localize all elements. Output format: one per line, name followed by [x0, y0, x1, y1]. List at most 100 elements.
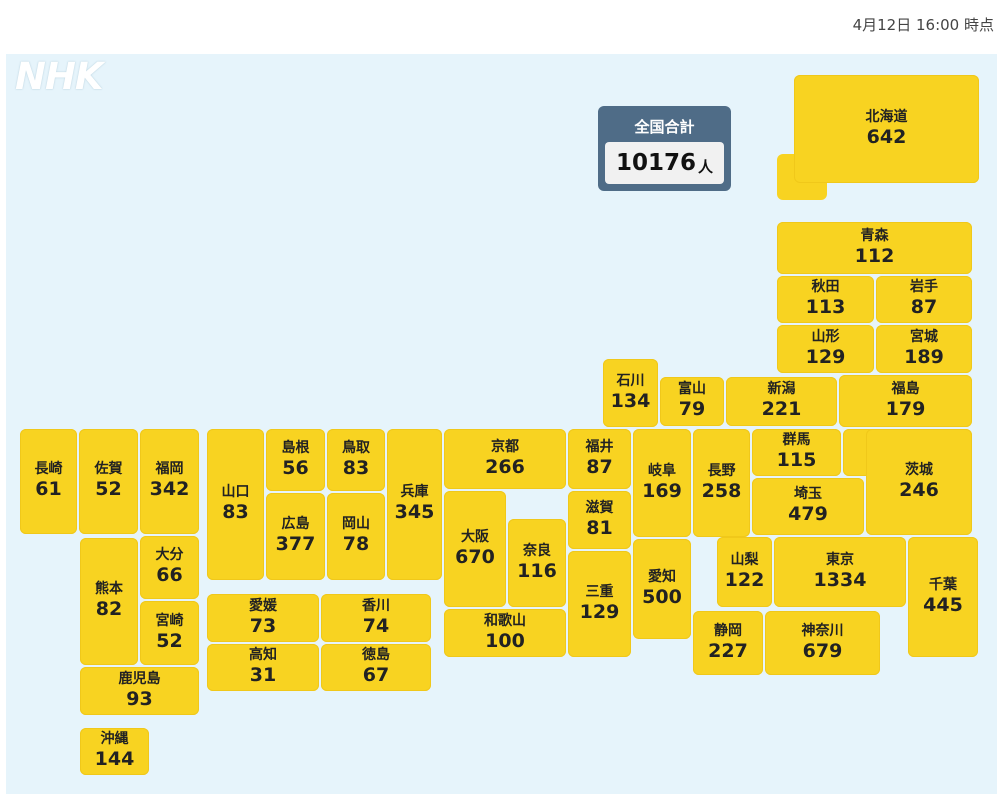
prefecture-name: 長崎 — [34, 461, 63, 478]
prefecture-count: 266 — [485, 455, 525, 478]
prefecture-akita[interactable]: 秋田 113 — [777, 276, 874, 323]
prefecture-count: 73 — [249, 614, 277, 637]
prefecture-name: 福島 — [891, 380, 920, 397]
prefecture-tottori[interactable]: 鳥取 83 — [327, 429, 385, 491]
prefecture-name: 山形 — [811, 328, 840, 345]
prefecture-name: 青森 — [860, 227, 889, 244]
prefecture-name: 静岡 — [714, 622, 742, 639]
prefecture-count: 221 — [761, 398, 802, 421]
prefecture-count: 52 — [156, 629, 183, 652]
prefecture-count: 52 — [95, 478, 122, 501]
prefecture-name: 兵庫 — [400, 484, 429, 501]
prefecture-fukushima[interactable]: 福島 179 — [839, 375, 972, 427]
prefecture-wakayama[interactable]: 和歌山 100 — [444, 609, 566, 657]
prefecture-aomori[interactable]: 青森 112 — [777, 222, 972, 274]
prefecture-nagano[interactable]: 長野 258 — [693, 429, 750, 537]
prefecture-name: 滋賀 — [585, 499, 614, 516]
prefecture-count: 670 — [455, 545, 495, 568]
prefecture-count: 1334 — [813, 568, 867, 591]
prefecture-kumamoto[interactable]: 熊本 82 — [80, 538, 138, 665]
prefecture-count: 113 — [805, 296, 846, 319]
prefecture-hokkaido[interactable]: 北海道 642 — [794, 75, 979, 183]
prefecture-count: 74 — [362, 614, 390, 637]
prefecture-nagasaki[interactable]: 長崎 61 — [20, 429, 77, 534]
prefecture-name: 群馬 — [782, 432, 811, 449]
prefecture-miyazaki[interactable]: 宮崎 52 — [140, 601, 199, 665]
prefecture-name: 佐賀 — [94, 461, 123, 478]
prefecture-count: 122 — [724, 568, 765, 591]
prefecture-okinawa[interactable]: 沖縄 144 — [80, 728, 149, 775]
prefecture-count: 81 — [586, 516, 613, 539]
prefecture-gunma[interactable]: 群馬 115 — [752, 429, 841, 476]
prefecture-iwate[interactable]: 岩手 87 — [876, 276, 972, 323]
prefecture-hiroshima[interactable]: 広島 377 — [266, 493, 325, 580]
prefecture-count: 83 — [222, 501, 249, 524]
prefecture-count: 100 — [485, 629, 525, 652]
prefecture-fukuoka[interactable]: 福岡 342 — [140, 429, 199, 534]
national-total-value-box: 10176 人 — [605, 142, 724, 184]
national-total-label: 全国合計 — [634, 118, 695, 136]
prefecture-count: 79 — [678, 398, 706, 421]
prefecture-nara[interactable]: 奈良 116 — [508, 519, 566, 607]
prefecture-count: 642 — [866, 125, 907, 148]
prefecture-count: 345 — [394, 501, 435, 524]
prefecture-count: 66 — [156, 564, 183, 587]
prefecture-shimane[interactable]: 島根 56 — [266, 429, 325, 491]
prefecture-name: 岐阜 — [648, 462, 676, 479]
prefecture-count: 56 — [282, 456, 309, 479]
prefecture-osaka[interactable]: 大阪 670 — [444, 491, 506, 607]
prefecture-mie[interactable]: 三重 129 — [568, 551, 631, 657]
prefecture-kagoshima[interactable]: 鹿児島 93 — [80, 667, 199, 715]
prefecture-name: 大分 — [155, 547, 184, 564]
prefecture-yamagata[interactable]: 山形 129 — [777, 325, 874, 373]
prefecture-kagawa[interactable]: 香川 74 — [321, 594, 431, 642]
prefecture-count: 83 — [342, 456, 370, 479]
prefecture-shiga[interactable]: 滋賀 81 — [568, 491, 631, 549]
prefecture-name: 鳥取 — [342, 439, 370, 456]
prefecture-count: 179 — [885, 397, 926, 420]
national-total-box: 全国合計 10176 人 — [598, 106, 731, 191]
prefecture-name: 富山 — [678, 381, 706, 398]
prefecture-gifu[interactable]: 岐阜 169 — [633, 429, 691, 537]
prefecture-kochi[interactable]: 高知 31 — [207, 644, 319, 691]
prefecture-yamaguchi[interactable]: 山口 83 — [207, 429, 264, 580]
prefecture-name: 愛媛 — [249, 597, 277, 614]
prefecture-okayama[interactable]: 岡山 78 — [327, 493, 385, 580]
prefecture-ehime[interactable]: 愛媛 73 — [207, 594, 319, 642]
prefecture-count: 31 — [249, 664, 277, 687]
prefecture-aichi[interactable]: 愛知 500 — [633, 539, 691, 639]
prefecture-ishikawa[interactable]: 石川 134 — [603, 359, 658, 427]
prefecture-oita[interactable]: 大分 66 — [140, 536, 199, 599]
prefecture-count: 227 — [708, 639, 748, 662]
prefecture-name: 新潟 — [767, 381, 796, 398]
prefecture-niigata[interactable]: 新潟 221 — [726, 377, 837, 426]
prefecture-kanagawa[interactable]: 神奈川 679 — [765, 611, 880, 675]
prefecture-name: 熊本 — [95, 581, 123, 598]
nhk-logo: NHK — [15, 55, 104, 98]
prefecture-count: 116 — [517, 559, 557, 582]
prefecture-name: 鹿児島 — [118, 670, 161, 687]
prefecture-name: 徳島 — [362, 647, 390, 664]
prefecture-name: 奈良 — [523, 542, 551, 559]
prefecture-ibaraki[interactable]: 茨城 246 — [866, 429, 972, 535]
prefecture-name: 秋田 — [811, 279, 840, 296]
prefecture-name: 福岡 — [155, 461, 184, 478]
prefecture-count: 189 — [904, 345, 944, 368]
prefecture-toyama[interactable]: 富山 79 — [660, 377, 724, 426]
prefecture-fukui[interactable]: 福井 87 — [568, 429, 631, 489]
prefecture-shizuoka[interactable]: 静岡 227 — [693, 611, 763, 675]
prefecture-kyoto[interactable]: 京都 266 — [444, 429, 566, 489]
national-total-value: 10176 — [615, 150, 696, 176]
prefecture-yamanashi[interactable]: 山梨 122 — [717, 537, 772, 607]
prefecture-name: 山梨 — [730, 551, 759, 568]
prefecture-count: 82 — [95, 598, 123, 621]
prefecture-miyagi[interactable]: 宮城 189 — [876, 325, 972, 373]
prefecture-saga[interactable]: 佐賀 52 — [79, 429, 138, 534]
prefecture-saitama[interactable]: 埼玉 479 — [752, 478, 864, 535]
prefecture-tokyo[interactable]: 東京 1334 — [774, 537, 906, 607]
prefecture-name: 宮城 — [910, 328, 938, 345]
prefecture-tokushima[interactable]: 徳島 67 — [321, 644, 431, 691]
prefecture-hyogo[interactable]: 兵庫 345 — [387, 429, 442, 580]
prefecture-name: 愛知 — [648, 568, 676, 585]
prefecture-chiba[interactable]: 千葉 445 — [908, 537, 978, 657]
